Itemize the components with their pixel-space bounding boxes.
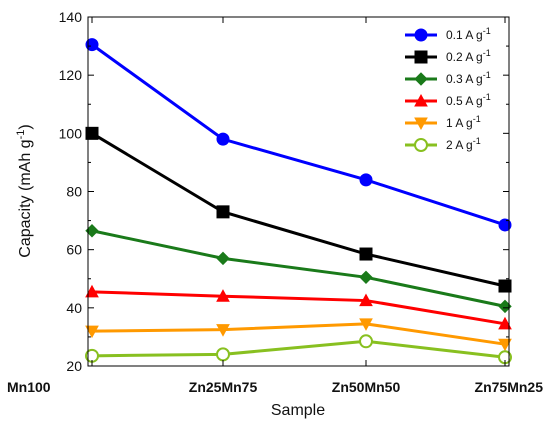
series-line [91, 43, 506, 227]
x-tick-label: Zn50Mn50 [332, 379, 401, 395]
legend-label: 1 A g-1 [446, 114, 481, 130]
legend-entry: 0.1 A g-1 [405, 26, 491, 42]
legend-marker [414, 28, 428, 42]
series-line [91, 229, 506, 308]
legend: 0.1 A g-1 0.2 A g-1 0.3 A g-1 0.5 A g-1 1 A … [405, 26, 491, 152]
data-point [216, 324, 230, 337]
data-point [85, 325, 99, 339]
y-tick-label: 120 [59, 67, 83, 83]
x-axis-title: Sample [271, 402, 325, 419]
data-point [85, 284, 99, 298]
y-tick-label: 40 [66, 300, 82, 316]
legend-entry: 0.5 A g-1 [405, 92, 491, 108]
data-point [359, 318, 373, 331]
legend-label: 0.2 A g-1 [446, 48, 491, 64]
series-5 [85, 334, 512, 365]
legend-entry: 2 A g-1 [405, 136, 481, 152]
data-point [359, 247, 373, 261]
legend-entry: 1 A g-1 [405, 114, 481, 131]
data-point [359, 293, 373, 307]
series-3 [85, 284, 512, 330]
x-tick-label: Zn75Mn25 [475, 379, 544, 395]
x-tick-label: Mn100 [7, 379, 51, 395]
legend-label: 0.1 A g-1 [446, 26, 491, 42]
y-tick-label: 60 [66, 242, 82, 258]
legend-marker [414, 138, 428, 152]
legend-marker [414, 117, 428, 131]
x-tick-label: Zn25Mn75 [189, 379, 258, 395]
series-4 [85, 318, 512, 352]
data-point [359, 334, 373, 349]
legend-marker [414, 72, 428, 86]
y-tick-label: 80 [66, 184, 82, 200]
legend-entry: 0.3 A g-1 [405, 70, 491, 86]
legend-label: 2 A g-1 [446, 136, 481, 152]
data-point [85, 38, 99, 52]
y-tick-label: 100 [59, 125, 83, 141]
data-point [498, 279, 512, 293]
data-point [216, 251, 230, 266]
series-1 [85, 126, 512, 293]
data-point [359, 270, 373, 285]
legend-marker [414, 50, 428, 64]
legend-marker [414, 93, 428, 107]
legend-label: 0.5 A g-1 [446, 92, 491, 108]
data-point [216, 132, 230, 146]
y-tick-label: 140 [59, 9, 83, 25]
data-point [498, 338, 512, 352]
data-point [498, 316, 512, 330]
series-line [91, 132, 506, 288]
series-line [91, 322, 506, 346]
data-point [216, 205, 230, 219]
data-point [498, 218, 512, 232]
legend-entry: 0.2 A g-1 [405, 48, 491, 64]
data-point [216, 347, 230, 362]
legend-label: 0.3 A g-1 [446, 70, 491, 86]
series-line [91, 290, 506, 326]
series-line [91, 339, 506, 359]
series-2 [85, 224, 512, 314]
y-tick-label: 20 [66, 358, 82, 374]
series-0 [85, 38, 512, 232]
data-point [359, 173, 373, 187]
y-axis-title: Capacity (mAh g-1) [15, 124, 34, 257]
data-point [216, 289, 230, 302]
